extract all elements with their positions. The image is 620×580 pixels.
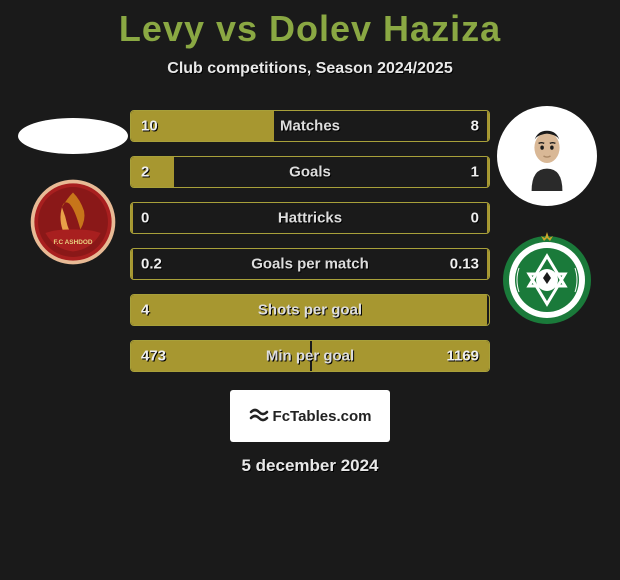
stat-label: Min per goal (266, 348, 354, 365)
stat-fill-left (131, 249, 133, 279)
subtitle: Club competitions, Season 2024/2025 (167, 60, 452, 78)
stat-fill-right (487, 157, 489, 187)
brand-text: FcTables.com (273, 408, 372, 425)
stat-label: Goals (289, 164, 331, 181)
stat-label: Matches (280, 118, 340, 135)
svg-text:F.C ASHDOD: F.C ASHDOD (53, 239, 92, 246)
page-title: Levy vs Dolev Haziza (119, 8, 501, 50)
stat-row: 0.2 0.13 Goals per match (130, 248, 490, 280)
right-player-avatar (497, 106, 597, 206)
stat-value-left: 4 (141, 302, 149, 319)
stats-column: 10 8 Matches 2 1 Goals 0 0 Hattricks 0.2 0.13 Goals… (130, 106, 490, 372)
stat-fill-right (487, 203, 489, 233)
stat-value-left: 10 (141, 118, 158, 135)
stat-value-left: 0.2 (141, 256, 162, 273)
stat-row: 10 8 Matches (130, 110, 490, 142)
stat-value-left: 473 (141, 348, 166, 365)
right-player-column (492, 106, 602, 372)
right-club-badge (497, 228, 597, 328)
left-player-column: F.C ASHDOD (18, 106, 128, 372)
stat-value-right: 0.13 (450, 256, 479, 273)
stat-value-left: 2 (141, 164, 149, 181)
stat-label: Goals per match (251, 256, 369, 273)
comparison-card: Levy vs Dolev Haziza Club competitions, … (0, 0, 620, 580)
stat-value-right: 8 (471, 118, 479, 135)
stat-value-right: 1 (471, 164, 479, 181)
brand-badge[interactable]: FcTables.com (230, 390, 390, 442)
left-player-avatar (18, 118, 128, 154)
stat-row: 473 1169 Min per goal (130, 340, 490, 372)
stat-row: 2 1 Goals (130, 156, 490, 188)
stat-fill-right (487, 111, 489, 141)
date-text: 5 december 2024 (241, 456, 378, 476)
stat-label: Hattricks (278, 210, 342, 227)
stat-label: Shots per goal (258, 302, 362, 319)
stat-fill-left (131, 157, 174, 187)
stat-row: 4 Shots per goal (130, 294, 490, 326)
stat-value-right: 0 (471, 210, 479, 227)
stat-value-left: 0 (141, 210, 149, 227)
brand-icon (249, 406, 269, 426)
left-club-badge: F.C ASHDOD (27, 176, 119, 268)
stat-row: 0 0 Hattricks (130, 202, 490, 234)
stat-value-right: 1169 (446, 348, 479, 365)
stat-fill-right (487, 249, 489, 279)
compare-area: F.C ASHDOD 108Matches21Goals00Hattricks0… (0, 106, 620, 372)
stat-fill-left (131, 203, 133, 233)
